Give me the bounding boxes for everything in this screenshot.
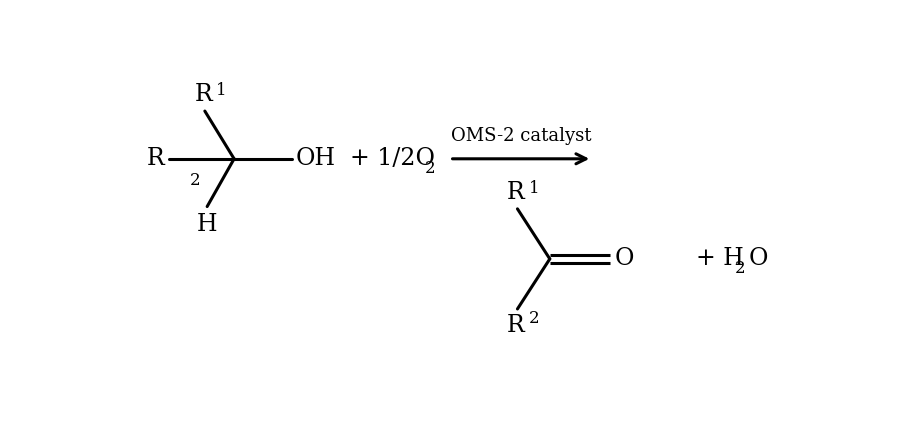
Text: OMS-2 catalyst: OMS-2 catalyst (451, 127, 591, 145)
Text: O: O (749, 247, 768, 270)
Text: 1: 1 (216, 82, 227, 99)
Text: R: R (147, 147, 165, 170)
Text: + 1/2O: + 1/2O (349, 147, 435, 170)
Text: R: R (507, 181, 525, 204)
Text: OH: OH (296, 147, 336, 170)
Text: R: R (194, 83, 212, 106)
Text: 2: 2 (529, 311, 540, 328)
Text: 2: 2 (734, 261, 745, 278)
Text: H: H (197, 212, 218, 236)
Text: + H: + H (696, 247, 743, 270)
Text: 2: 2 (425, 160, 436, 177)
Text: 1: 1 (529, 179, 540, 196)
Text: O: O (615, 247, 634, 270)
Text: R: R (507, 314, 525, 337)
Text: 2: 2 (189, 172, 200, 189)
